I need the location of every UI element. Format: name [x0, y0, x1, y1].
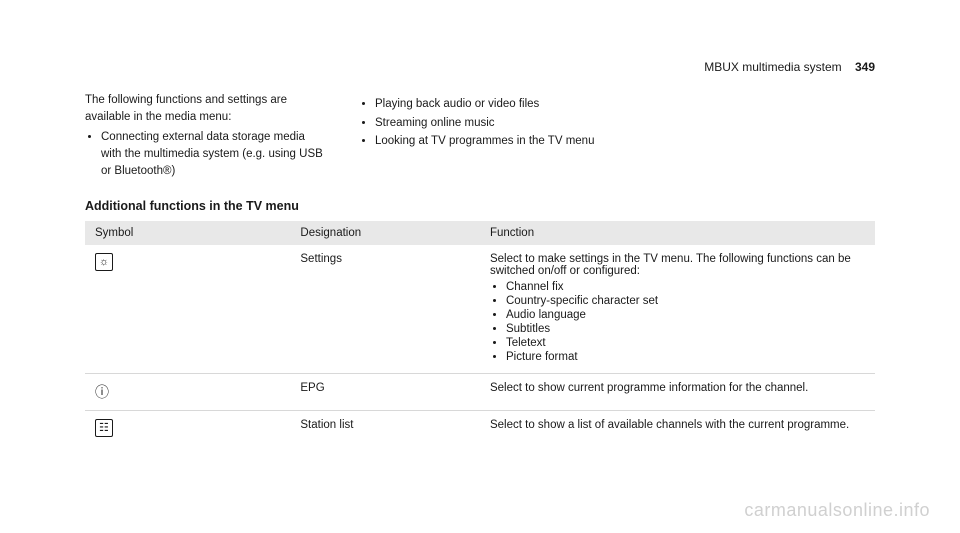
intro-right-column: Playing back audio or video files Stream…	[359, 92, 601, 181]
designation-cell: Settings	[290, 245, 480, 374]
intro-right-list: Playing back audio or video files Stream…	[359, 96, 601, 150]
list-item: Channel fix	[506, 281, 865, 293]
symbol-cell: ☼	[85, 245, 290, 374]
running-header: MBUX multimedia system 349	[85, 60, 875, 74]
table-row: ⓘ EPG Select to show current programme i…	[85, 374, 875, 411]
intro-left-column: The following functions and settings are…	[85, 92, 327, 181]
function-lead: Select to show current programme informa…	[490, 382, 865, 394]
list-item: Picture format	[506, 351, 865, 363]
list-item: Teletext	[506, 337, 865, 349]
tv-table-heading: Additional functions in the TV menu	[85, 199, 875, 213]
list-item: Country-specific character set	[506, 295, 865, 307]
page-number: 349	[855, 60, 875, 74]
function-cell: Select to make settings in the TV menu. …	[480, 245, 875, 374]
info-icon: ⓘ	[95, 384, 109, 400]
table-row: ☷ Station list Select to show a list of …	[85, 411, 875, 446]
designation-cell: EPG	[290, 374, 480, 411]
symbol-cell: ⓘ	[85, 374, 290, 411]
function-lead: Select to make settings in the TV menu. …	[490, 253, 865, 277]
function-list: Channel fix Country-specific character s…	[490, 281, 865, 363]
list-item: Audio language	[506, 309, 865, 321]
list-item: Streaming online music	[375, 115, 601, 132]
intro-lead-text: The following functions and settings are…	[85, 92, 327, 125]
station-list-icon: ☷	[95, 419, 113, 437]
settings-icon: ☼	[95, 253, 113, 271]
intro-empty-column	[633, 92, 875, 181]
symbol-cell: ☷	[85, 411, 290, 446]
tv-functions-table: Symbol Designation Function ☼ Settings S…	[85, 221, 875, 445]
intro-left-list: Connecting external data storage media w…	[85, 129, 327, 179]
list-item: Playing back audio or video files	[375, 96, 601, 113]
designation-cell: Station list	[290, 411, 480, 446]
table-row: ☼ Settings Select to make settings in th…	[85, 245, 875, 374]
page-content: MBUX multimedia system 349 The following…	[0, 0, 960, 465]
header-title: MBUX multimedia system	[704, 60, 841, 74]
table-header-row: Symbol Designation Function	[85, 221, 875, 245]
function-cell: Select to show current programme informa…	[480, 374, 875, 411]
list-item: Connecting external data storage media w…	[101, 129, 327, 179]
intro-columns: The following functions and settings are…	[85, 92, 875, 181]
list-item: Subtitles	[506, 323, 865, 335]
watermark-text: carmanualsonline.info	[744, 500, 930, 521]
list-item: Looking at TV programmes in the TV menu	[375, 133, 601, 150]
function-lead: Select to show a list of available chann…	[490, 419, 865, 431]
function-cell: Select to show a list of available chann…	[480, 411, 875, 446]
col-symbol: Symbol	[85, 221, 290, 245]
col-function: Function	[480, 221, 875, 245]
col-designation: Designation	[290, 221, 480, 245]
